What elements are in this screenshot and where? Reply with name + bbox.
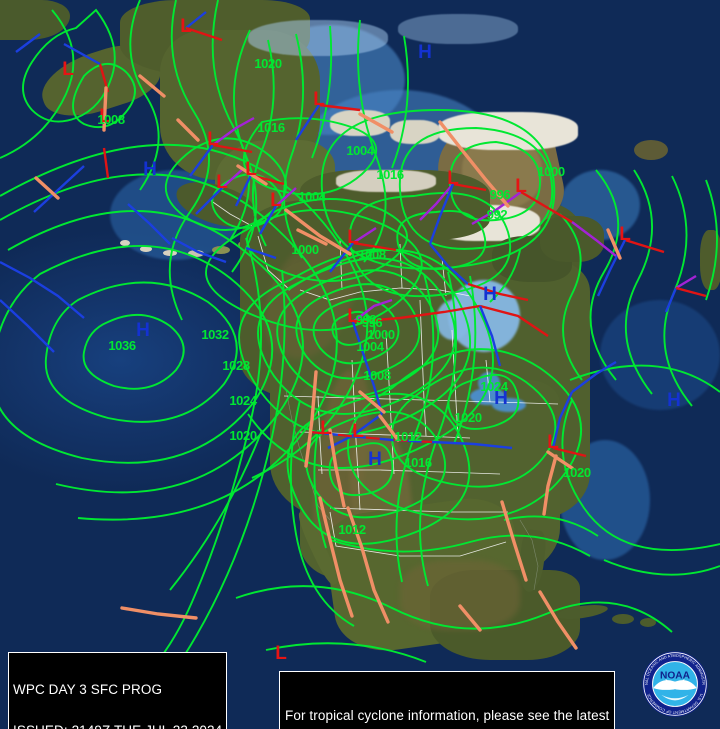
isobar-label-0: 1036 [108, 338, 135, 353]
isobar-label-26: 1000 [291, 242, 318, 257]
fronts [0, 11, 707, 458]
isobar-label-15: 992 [356, 312, 377, 327]
product-header-panel: WPC DAY 3 SFC PROG ISSUED: 2149Z TUE JUL… [8, 652, 228, 729]
isobar-label-6: 1024 [480, 379, 508, 394]
high-pressure-center-3: H [483, 284, 497, 305]
low-pressure-center-20: L [515, 176, 527, 197]
low-pressure-center-15: L [347, 227, 359, 248]
low-pressure-center-16: L [347, 306, 359, 327]
low-pressure-center-9: L [180, 16, 192, 37]
low-pressure-center-7: L [99, 106, 111, 127]
isobar-value-labels: 1036 1032 1028 1024 1020 1020 1024 1020 1016 1012… [97, 56, 591, 537]
isobar-label-24: 992 [487, 207, 508, 222]
low-pressure-center-12: L [245, 159, 257, 180]
high-pressure-center-1: H [143, 159, 157, 180]
high-pressure-center-4: H [494, 388, 508, 409]
isobar-label-17: 1004 [298, 189, 326, 204]
product-title: WPC DAY 3 SFC PROG [13, 682, 163, 697]
low-pressure-center-11: L [216, 172, 228, 193]
low-pressure-center-14: L [313, 89, 325, 110]
high-pressure-center-6: H [667, 390, 681, 411]
notice-line-1: For tropical cyclone information, please… [285, 707, 610, 723]
isobar-label-12: 1004 [356, 339, 384, 354]
isobar-label-14: 996 [362, 315, 383, 330]
noaa-seal-logo: NOAA NATIONAL OCEANIC AND ATMOSPHERIC AD… [641, 650, 708, 717]
isobar-label-1: 1032 [201, 327, 228, 342]
isobar-label-8: 1016 [404, 455, 431, 470]
isobar-label-2: 1028 [222, 358, 249, 373]
isobar-label-22: 1000 [537, 164, 564, 179]
isobar-label-18: 1004 [346, 143, 374, 158]
troughs [34, 74, 622, 650]
low-pressure-center-17: L [352, 421, 364, 442]
high-pressure-center-2: H [418, 42, 432, 63]
isobar-label-21: 1016 [376, 167, 403, 182]
tropical-cyclone-notice-panel: For tropical cyclone information, please… [279, 671, 616, 729]
low-pressure-center-8: L [62, 59, 74, 80]
low-pressure-center-21: L [619, 224, 631, 245]
isobar-label-7: 1020 [454, 410, 481, 425]
low-pressure-center-10: L [207, 129, 219, 150]
isobar-label-16: 1016 [257, 120, 284, 135]
seal-wordmark: NOAA [660, 671, 691, 682]
isobar-label-5: 1020 [563, 465, 590, 480]
low-pressure-center-23: L [275, 643, 287, 664]
low-pressure-center-18: L [320, 418, 332, 439]
isobar-contours [0, 0, 720, 709]
isobar-label-19: 1008 [358, 247, 385, 262]
isobar-label-9: 1012 [394, 429, 421, 444]
isobar-label-13: 1000 [367, 327, 394, 342]
isobar-label-10: 1012 [338, 522, 365, 537]
isobar-label-11: 1008 [363, 368, 390, 383]
seal-wave-right [665, 678, 697, 690]
isobar-label-3: 1024 [229, 393, 257, 408]
low-pressure-center-13: L [270, 190, 282, 211]
isobar-label-20: 1020 [254, 56, 281, 71]
low-pressure-center-22: L [547, 432, 559, 453]
low-pressure-center-19: L [447, 168, 459, 189]
high-pressure-center-0: H [136, 320, 150, 341]
isobar-label-4: 1020 [229, 428, 256, 443]
high-pressure-center-5: H [368, 449, 382, 470]
product-issued: ISSUED: 2149Z TUE JUL 23 2024 [13, 723, 222, 729]
isobar-label-25: 1008 [97, 112, 124, 127]
isobar-label-23: 996 [490, 187, 511, 202]
